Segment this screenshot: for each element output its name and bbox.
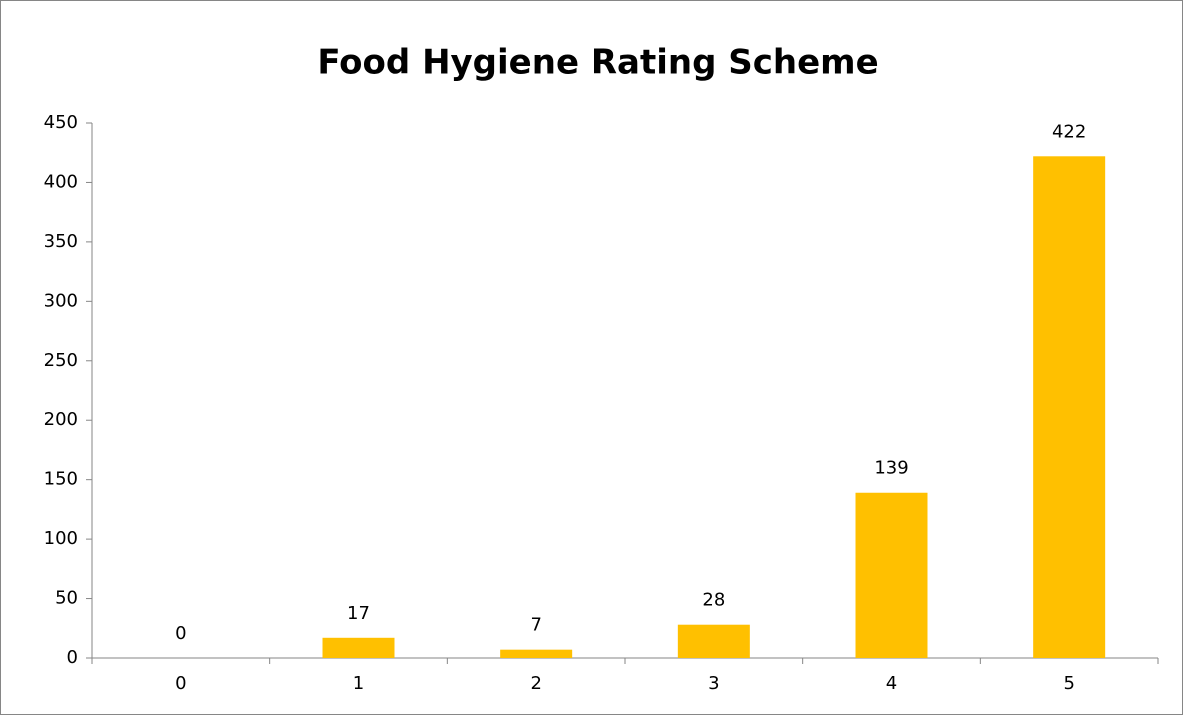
y-tick-label: 300 xyxy=(44,290,78,311)
data-label: 0 xyxy=(175,623,186,644)
x-tick-label: 5 xyxy=(1063,673,1074,694)
x-tick-label: 4 xyxy=(886,673,897,694)
y-tick-label: 250 xyxy=(44,350,78,371)
bar xyxy=(322,637,395,658)
y-tick-label: 200 xyxy=(44,409,78,430)
x-tick-label: 2 xyxy=(530,673,541,694)
x-tick-label: 0 xyxy=(175,673,186,694)
bar xyxy=(855,492,928,658)
bar xyxy=(1033,156,1106,659)
y-tick-label: 350 xyxy=(44,231,78,252)
y-tick-label: 0 xyxy=(67,647,78,668)
data-label: 7 xyxy=(530,615,541,636)
data-label: 28 xyxy=(702,590,725,611)
data-label: 17 xyxy=(347,603,370,624)
x-tick-label: 1 xyxy=(353,673,364,694)
y-tick-label: 50 xyxy=(55,588,78,609)
y-tick-label: 450 xyxy=(44,112,78,133)
bar xyxy=(500,649,573,658)
chart-title: Food Hygiene Rating Scheme xyxy=(317,43,878,83)
y-tick-label: 400 xyxy=(44,171,78,192)
x-tick-label: 3 xyxy=(708,673,719,694)
data-label: 139 xyxy=(874,458,908,479)
bar xyxy=(677,624,750,658)
y-tick-label: 100 xyxy=(44,528,78,549)
y-tick-label: 150 xyxy=(44,469,78,490)
data-label: 422 xyxy=(1052,121,1086,142)
